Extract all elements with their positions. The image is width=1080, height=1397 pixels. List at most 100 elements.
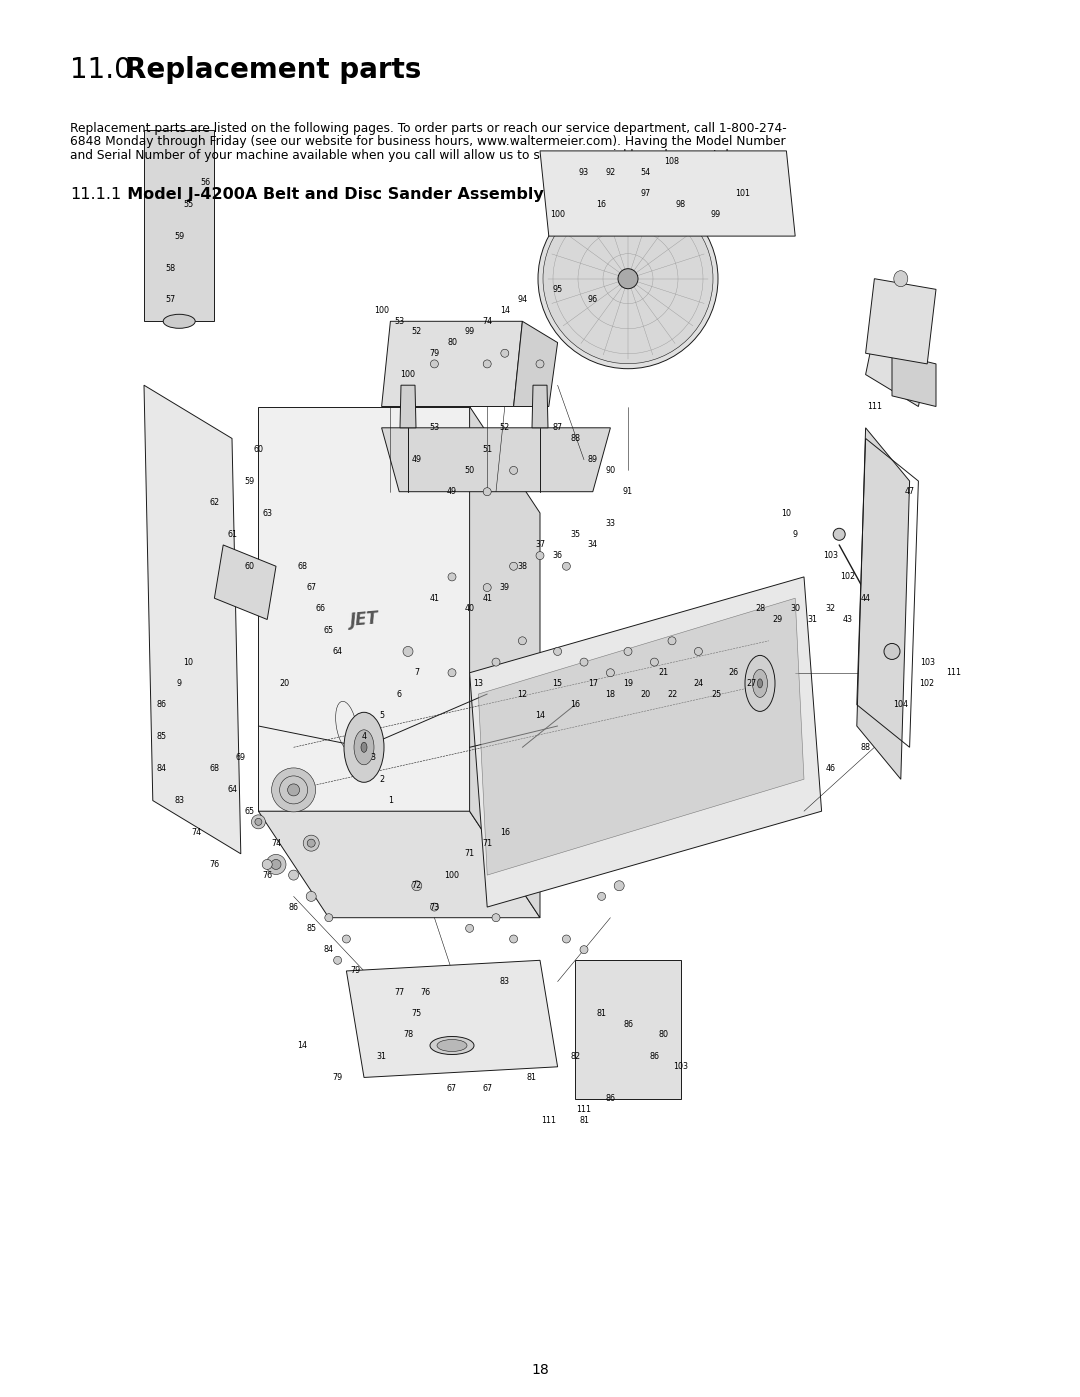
Text: 16: 16: [500, 828, 510, 837]
Text: 79: 79: [350, 967, 361, 975]
Text: 80: 80: [447, 338, 457, 346]
Text: 101: 101: [734, 189, 750, 198]
Ellipse shape: [580, 946, 588, 954]
Text: 79: 79: [333, 1073, 342, 1081]
Text: 84: 84: [157, 764, 166, 773]
Ellipse shape: [615, 880, 624, 891]
Text: 99: 99: [711, 211, 721, 219]
Text: 14: 14: [535, 711, 545, 719]
Text: 86: 86: [623, 1020, 633, 1028]
Ellipse shape: [510, 935, 517, 943]
Polygon shape: [381, 321, 523, 407]
Text: 83: 83: [174, 796, 185, 805]
Text: 38: 38: [517, 562, 527, 571]
Text: 111: 111: [541, 1116, 556, 1125]
Text: 86: 86: [157, 700, 166, 710]
Text: 100: 100: [374, 306, 389, 316]
Text: 85: 85: [306, 923, 316, 933]
Ellipse shape: [518, 637, 526, 645]
Ellipse shape: [262, 859, 272, 869]
Ellipse shape: [271, 768, 315, 812]
Text: 25: 25: [711, 690, 721, 698]
Text: and Serial Number of your machine available when you call will allow us to serve: and Serial Number of your machine availa…: [70, 149, 739, 162]
Ellipse shape: [287, 784, 299, 796]
Text: 76: 76: [420, 988, 431, 996]
Text: 34: 34: [588, 541, 598, 549]
Ellipse shape: [430, 1037, 474, 1055]
Text: 39: 39: [500, 583, 510, 592]
Text: 6: 6: [396, 690, 402, 698]
Ellipse shape: [252, 814, 266, 828]
Text: 22: 22: [666, 690, 677, 698]
Ellipse shape: [288, 870, 298, 880]
Text: 61: 61: [227, 529, 237, 539]
Text: 65: 65: [244, 806, 255, 816]
Text: 84: 84: [324, 946, 334, 954]
Text: 4: 4: [362, 732, 366, 742]
Ellipse shape: [597, 893, 606, 901]
Text: 86: 86: [288, 902, 298, 912]
Text: 67: 67: [482, 1084, 492, 1092]
Text: 75: 75: [411, 1009, 422, 1018]
Ellipse shape: [303, 835, 320, 851]
Text: Replacement parts are listed on the following pages. To order parts or reach our: Replacement parts are listed on the foll…: [70, 122, 787, 134]
Text: 99: 99: [464, 327, 475, 337]
Text: 21: 21: [658, 668, 669, 678]
Text: 102: 102: [920, 679, 935, 687]
Text: 73: 73: [430, 902, 440, 912]
Text: 85: 85: [157, 732, 166, 742]
Text: 18: 18: [531, 1363, 549, 1377]
Text: 19: 19: [623, 679, 633, 687]
Text: 66: 66: [315, 605, 325, 613]
Text: 72: 72: [411, 882, 422, 890]
Text: 63: 63: [262, 509, 272, 517]
Circle shape: [543, 194, 713, 363]
Ellipse shape: [753, 669, 768, 697]
Polygon shape: [470, 577, 822, 907]
Ellipse shape: [483, 584, 491, 591]
Polygon shape: [865, 332, 928, 407]
Text: 13: 13: [473, 679, 484, 687]
Text: 95: 95: [553, 285, 563, 293]
Text: 102: 102: [840, 573, 855, 581]
Text: 31: 31: [377, 1052, 387, 1060]
Text: 33: 33: [606, 520, 616, 528]
Text: 100: 100: [445, 870, 459, 880]
Text: 5: 5: [379, 711, 384, 719]
Text: 87: 87: [553, 423, 563, 432]
Polygon shape: [470, 407, 540, 918]
Ellipse shape: [501, 349, 509, 358]
Text: 90: 90: [605, 467, 616, 475]
Ellipse shape: [894, 271, 908, 286]
Ellipse shape: [271, 859, 281, 869]
Text: 7: 7: [415, 668, 419, 678]
Polygon shape: [381, 427, 610, 492]
Text: 71: 71: [482, 838, 492, 848]
Text: 41: 41: [482, 594, 492, 602]
Text: 30: 30: [791, 605, 800, 613]
Polygon shape: [514, 321, 557, 407]
Text: 51: 51: [482, 444, 492, 454]
Text: 74: 74: [192, 828, 202, 837]
Ellipse shape: [266, 855, 286, 875]
Ellipse shape: [492, 658, 500, 666]
Text: 18: 18: [606, 690, 616, 698]
Text: 52: 52: [500, 423, 510, 432]
Text: 14: 14: [500, 306, 510, 316]
Text: 104: 104: [893, 700, 908, 710]
Circle shape: [538, 189, 718, 369]
Text: Model J-4200A Belt and Disc Sander Assembly – Exploded View: Model J-4200A Belt and Disc Sander Assem…: [117, 187, 696, 203]
Text: 24: 24: [693, 679, 703, 687]
Ellipse shape: [342, 935, 350, 943]
Text: JET: JET: [349, 609, 379, 630]
Text: 60: 60: [254, 444, 264, 454]
Text: 93: 93: [579, 168, 589, 176]
Ellipse shape: [345, 712, 384, 782]
Text: 59: 59: [244, 476, 255, 486]
Text: 49: 49: [447, 488, 457, 496]
Text: 15: 15: [553, 679, 563, 687]
Polygon shape: [576, 960, 680, 1099]
Ellipse shape: [448, 669, 456, 676]
Ellipse shape: [403, 647, 413, 657]
Polygon shape: [865, 278, 936, 363]
